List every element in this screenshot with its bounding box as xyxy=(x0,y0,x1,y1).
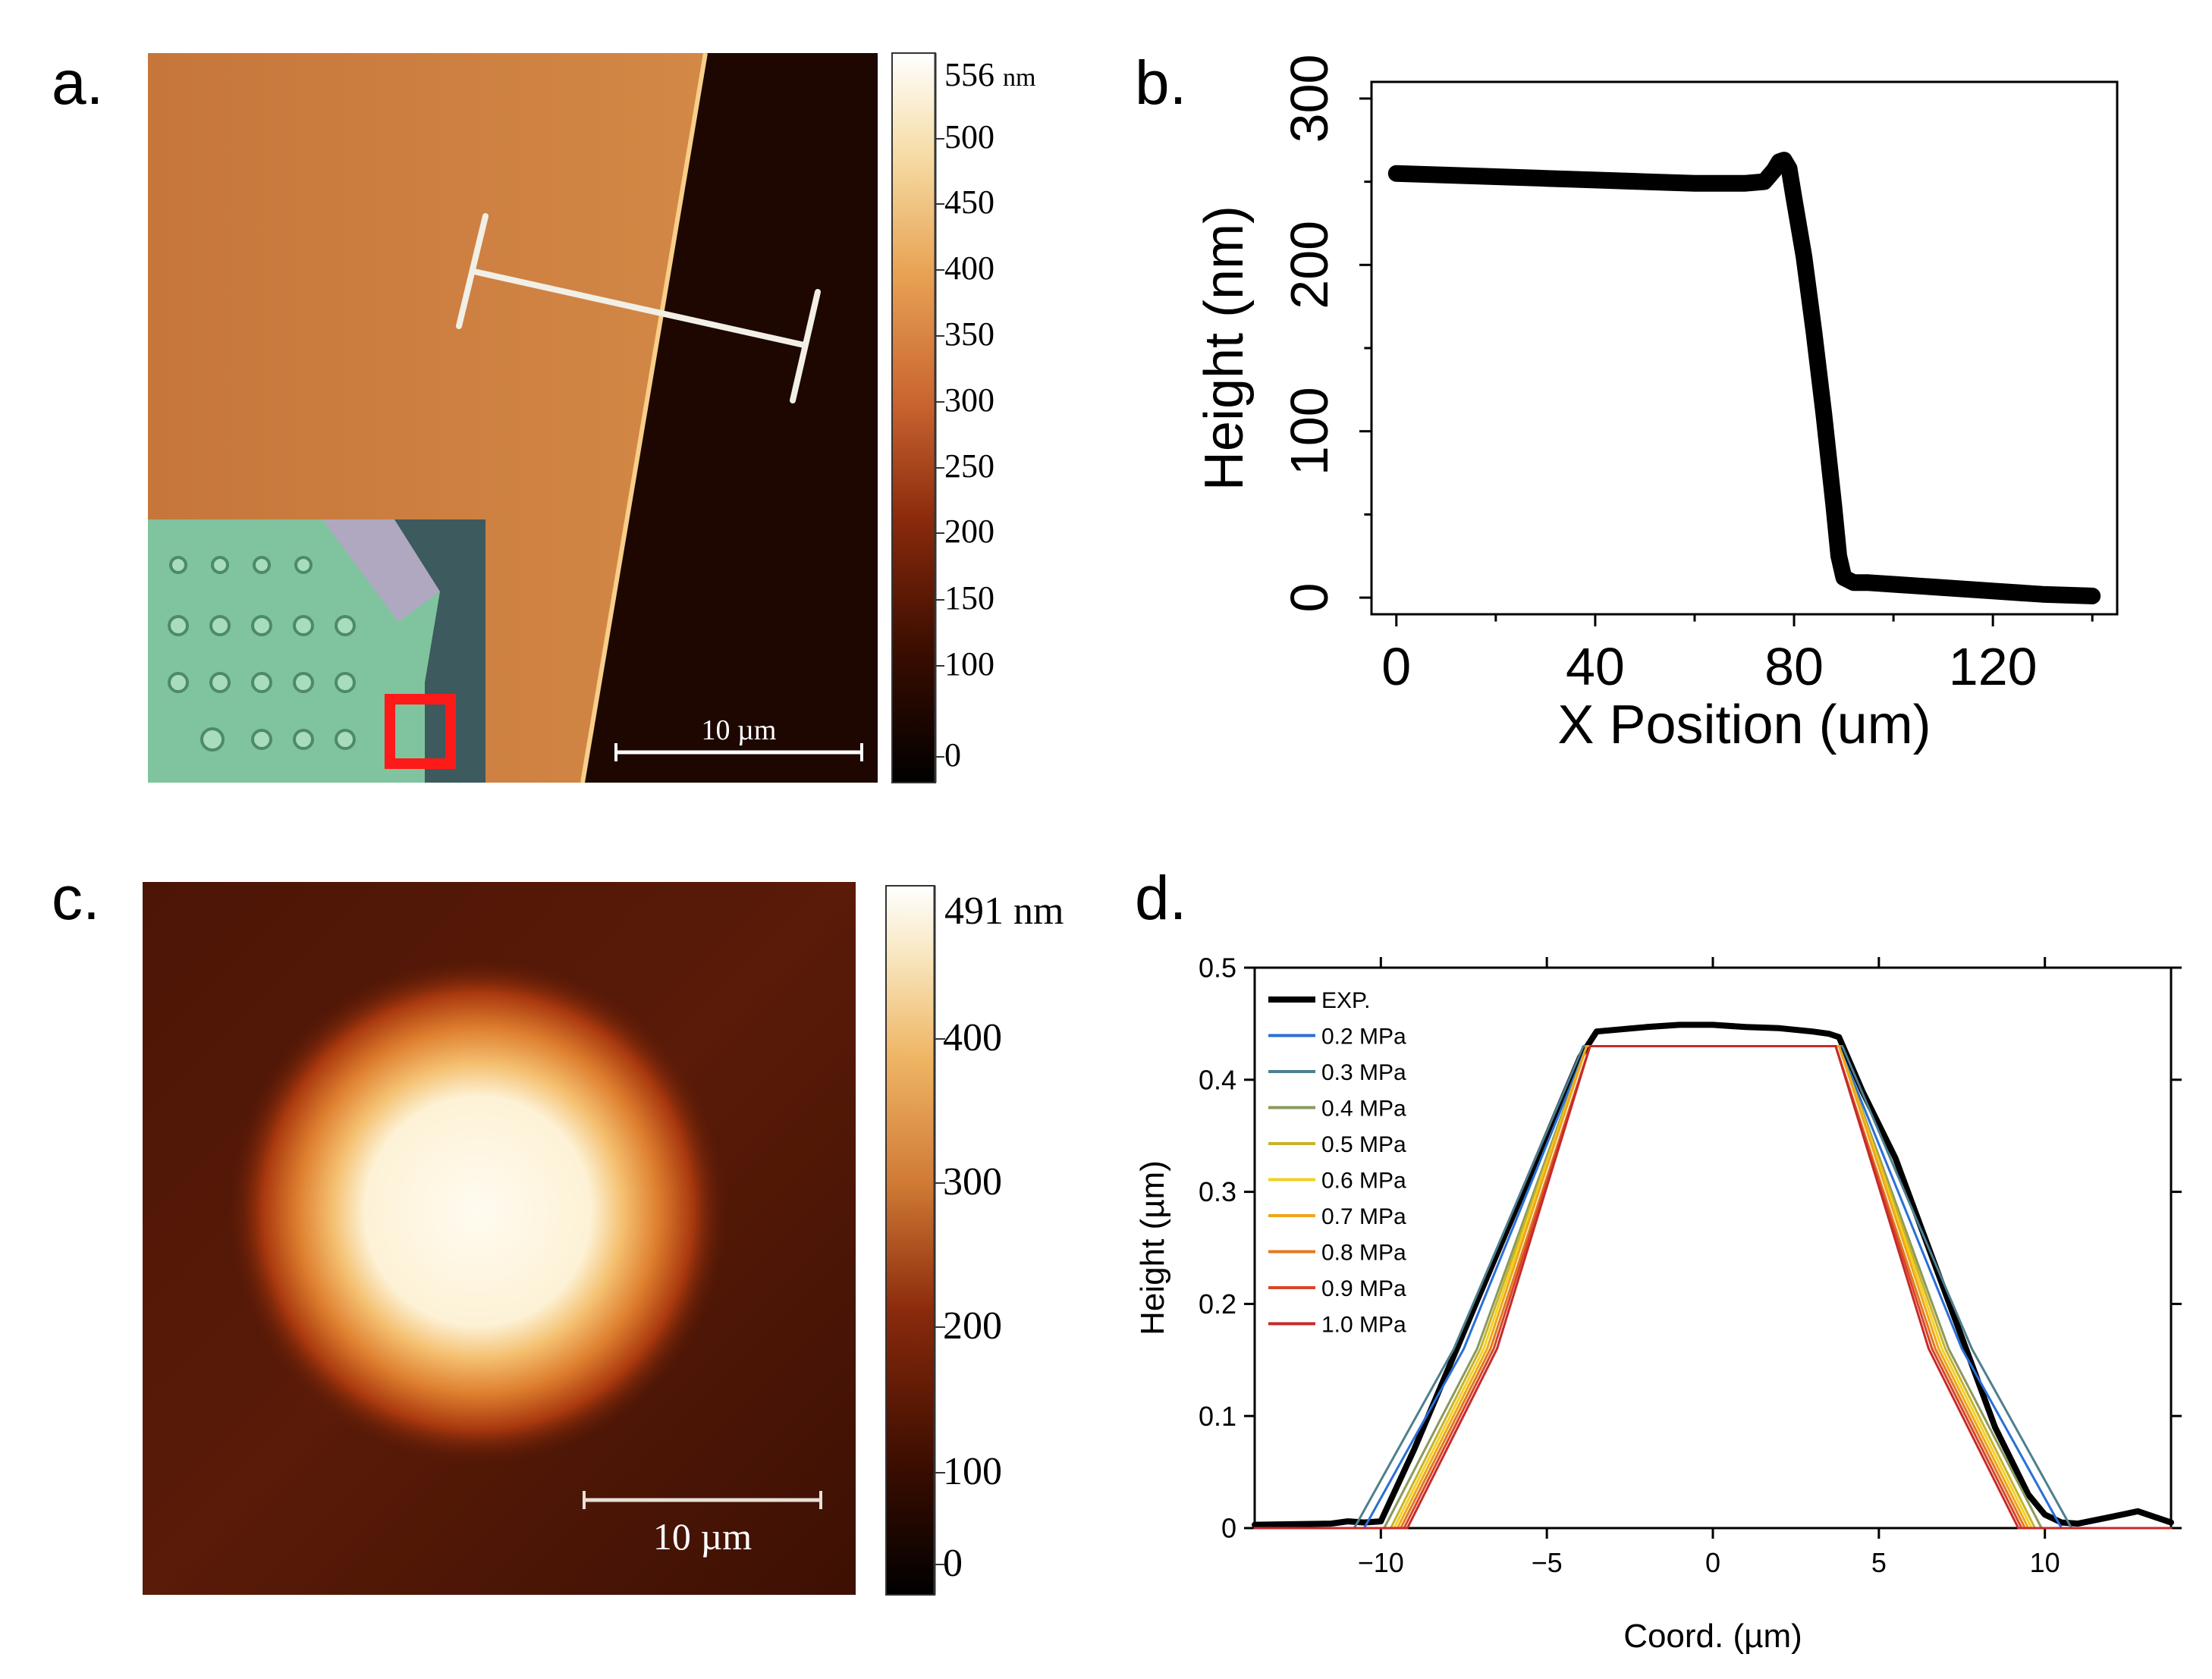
colorbar-a-tick-label: 500 xyxy=(944,118,994,155)
x-tick-label: 10 xyxy=(2030,1547,2060,1578)
legend-label: 0.9 MPa xyxy=(1321,1276,1406,1301)
colorbar-c-gradient xyxy=(885,885,935,1596)
x-axis-title: X Position (um) xyxy=(1557,695,1931,755)
colorbar-a-tick-label: 450 xyxy=(944,184,994,221)
series-line-exp- xyxy=(1252,1022,2174,1528)
legend-label: 0.7 MPa xyxy=(1321,1204,1406,1229)
panel-a-label: a. xyxy=(52,49,103,118)
scale-bar-c-label: 10 µm xyxy=(653,1515,752,1558)
colorbar-a: 556 nm 500 450 400 350 300 250 200 150 100 0 xyxy=(891,52,1035,783)
chart-b: 0 40 80 120 0 100 200 300 X Position (um) Height … xyxy=(1194,55,2119,755)
afm-c-bump xyxy=(228,957,728,1465)
colorbar-c-tick-label: 200 xyxy=(943,1304,1002,1348)
legend-label: 0.8 MPa xyxy=(1321,1241,1406,1266)
x-tick-label: 0 xyxy=(1381,637,1411,696)
colorbar-a-tick-label: 400 xyxy=(944,249,994,287)
y-tick-label: 0.4 xyxy=(1199,1064,1236,1095)
legend-label: 0.6 MPa xyxy=(1321,1169,1406,1194)
chart-d: −10 −5 0 5 10 0 0.1 0.2 0.3 0.4 0.5 Coord. (µm) Heig… xyxy=(1134,952,2182,1655)
inset-region-box xyxy=(385,694,456,769)
y-axis-title: Height (nm) xyxy=(1194,206,1255,491)
optical-inset xyxy=(148,519,485,783)
x-axis-title: Coord. (µm) xyxy=(1623,1618,1802,1655)
y-tick-label: 0 xyxy=(1221,1513,1236,1544)
colorbar-a-tick-label: 0 xyxy=(944,736,961,774)
colorbar-c-ticks: 400 300 200 100 0 xyxy=(935,1016,1002,1585)
colorbar-c-tick-label: 400 xyxy=(943,1016,1002,1059)
panel-d-label: d. xyxy=(1135,864,1186,933)
y-tick-label: 200 xyxy=(1280,221,1339,309)
legend-label: 0.5 MPa xyxy=(1321,1132,1406,1157)
y-tick-label: 0.3 xyxy=(1199,1176,1236,1207)
colorbar-c-max: 491 nm xyxy=(944,890,1064,933)
colorbar-c: 491 nm 400 300 200 100 0 xyxy=(885,885,1064,1596)
afm-a-edge xyxy=(580,52,708,783)
legend-label: EXP. xyxy=(1321,988,1371,1013)
panel-c-label: c. xyxy=(52,864,100,933)
colorbar-a-ticks: 500 450 400 350 300 250 200 150 100 0 xyxy=(935,118,994,774)
legend-label: 0.4 MPa xyxy=(1321,1097,1406,1122)
colorbar-a-tick-label: 150 xyxy=(944,579,994,617)
x-tick-label: 80 xyxy=(1764,637,1824,696)
y-tick-label: 0.5 xyxy=(1199,952,1236,984)
afm-image-c: 10 µm xyxy=(143,882,856,1595)
y-tick-label: 0.2 xyxy=(1199,1288,1236,1320)
x-tick-label: 0 xyxy=(1705,1547,1720,1578)
colorbar-c-tick-label: 300 xyxy=(943,1160,1002,1204)
x-tick-label: 40 xyxy=(1566,637,1625,696)
y-tick-label: 300 xyxy=(1280,55,1339,143)
colorbar-a-tick-label: 300 xyxy=(944,381,994,419)
colorbar-a-gradient xyxy=(891,52,936,783)
colorbar-a-tick-label: 350 xyxy=(944,315,994,353)
inset-flake xyxy=(322,519,440,622)
legend-label: 0.3 MPa xyxy=(1321,1060,1406,1085)
y-tick-label: 0.1 xyxy=(1199,1401,1236,1432)
inset-pillars xyxy=(168,556,356,752)
x-tick-label: −10 xyxy=(1358,1547,1404,1578)
y-axis-title: Height (µm) xyxy=(1134,1160,1171,1335)
x-tick-label: −5 xyxy=(1532,1547,1563,1578)
y-tick-label: 100 xyxy=(1280,387,1339,475)
x-tick-label: 120 xyxy=(1949,637,2038,696)
colorbar-a-tick-label: 100 xyxy=(944,645,994,683)
y-tick-label: 0 xyxy=(1280,583,1339,613)
scale-bar-a-label: 10 µm xyxy=(702,714,777,746)
colorbar-a-tick-label: 250 xyxy=(944,447,994,485)
afm-image-a: 10 µm xyxy=(148,52,878,783)
colorbar-c-tick-label: 0 xyxy=(943,1542,963,1585)
colorbar-a-max: 556 nm xyxy=(944,56,1035,93)
legend-label: 1.0 MPa xyxy=(1321,1313,1406,1338)
colorbar-a-tick-label: 200 xyxy=(944,513,994,550)
inset-dark-region xyxy=(394,519,485,783)
legend-label: 0.2 MPa xyxy=(1321,1025,1406,1050)
colorbar-c-tick-label: 100 xyxy=(943,1450,1002,1493)
series-line-1-0-mpa xyxy=(1253,1045,2173,1530)
profile-marker xyxy=(456,213,821,403)
panel-b-label: b. xyxy=(1135,49,1186,118)
plot-frame xyxy=(1370,80,2119,616)
series-line-profile xyxy=(1387,152,2101,604)
x-tick-label: 5 xyxy=(1871,1547,1887,1578)
